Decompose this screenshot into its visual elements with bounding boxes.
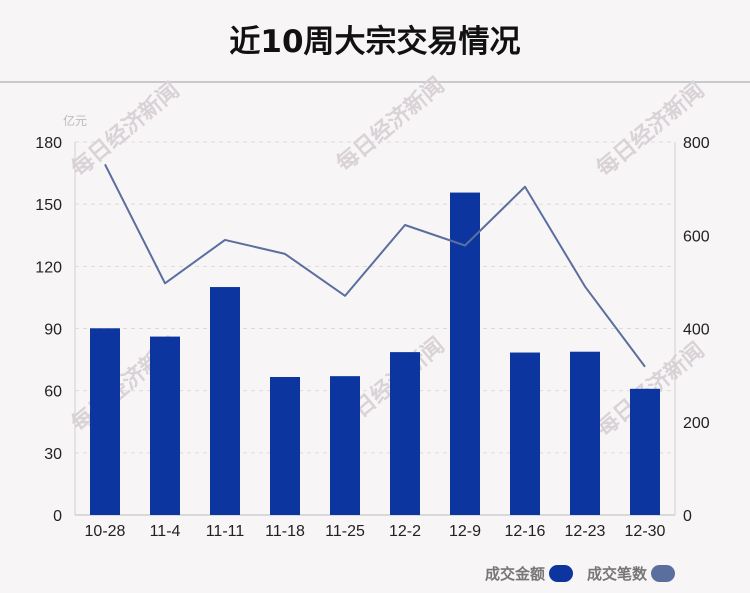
y-right-tick-label: 200 xyxy=(683,415,710,432)
watermark-text: 每日经济新闻 xyxy=(67,77,185,182)
y-left-tick-label: 150 xyxy=(35,197,62,214)
x-tick-label: 11-4 xyxy=(150,523,181,540)
y-left-tick-label: 90 xyxy=(44,322,62,339)
x-tick-label: 12-2 xyxy=(389,523,421,540)
combo-chart: 每日经济新闻每日经济新闻每日经济新闻每日经济新闻每日经济新闻每日经济新闻 030… xyxy=(35,72,710,540)
bar-10-28 xyxy=(90,328,120,515)
x-tick-label: 12-30 xyxy=(625,523,666,540)
legend-label-amount: 成交金额 xyxy=(485,565,546,583)
x-tick-label: 11-25 xyxy=(325,523,365,540)
title-divider xyxy=(0,81,750,83)
legend-swatch-amount xyxy=(549,565,574,582)
x-tick-label: 12-23 xyxy=(565,523,606,540)
y-left-tick-label: 120 xyxy=(35,259,62,276)
y-right-tick-label: 800 xyxy=(683,135,710,152)
bar-12-2 xyxy=(390,352,420,515)
bar-11-4 xyxy=(150,336,180,515)
y-right-tick-label: 600 xyxy=(683,228,710,245)
legend-item-count: 成交笔数 xyxy=(587,563,676,584)
x-tick-label: 11-18 xyxy=(265,523,305,540)
bar-11-18 xyxy=(270,376,300,515)
x-tick-label: 12-16 xyxy=(505,523,546,540)
x-tick-label: 10-28 xyxy=(85,523,126,540)
y-left-tick-label: 60 xyxy=(44,384,62,401)
y-left-tick-label: 0 xyxy=(53,508,62,525)
bar-series xyxy=(90,192,660,515)
bar-11-25 xyxy=(330,376,360,515)
y-right-tick-label: 400 xyxy=(683,322,710,339)
line-series xyxy=(104,163,646,368)
bar-12-16 xyxy=(510,352,540,515)
line-series-path xyxy=(104,163,646,368)
y-left-tick-label: 30 xyxy=(44,446,62,463)
chart-title: 近10周大宗交易情况 xyxy=(229,24,521,60)
x-tick-label: 12-9 xyxy=(449,523,481,540)
bar-12-30 xyxy=(630,388,660,515)
bar-12-23 xyxy=(570,351,600,515)
bar-11-11 xyxy=(210,287,240,515)
legend: 成交金额 成交笔数 xyxy=(485,563,689,584)
x-tick-label: 11-11 xyxy=(206,523,245,540)
y-left-unit: 亿元 xyxy=(63,113,87,128)
legend-item-amount: 成交金额 xyxy=(485,563,574,584)
y-left-tick-label: 180 xyxy=(35,135,62,152)
legend-swatch-count xyxy=(651,565,676,582)
legend-label-count: 成交笔数 xyxy=(587,565,648,583)
y-right-tick-label: 0 xyxy=(683,508,692,525)
watermark-text: 每日经济新闻 xyxy=(332,72,450,177)
watermark-text: 每日经济新闻 xyxy=(592,77,710,182)
